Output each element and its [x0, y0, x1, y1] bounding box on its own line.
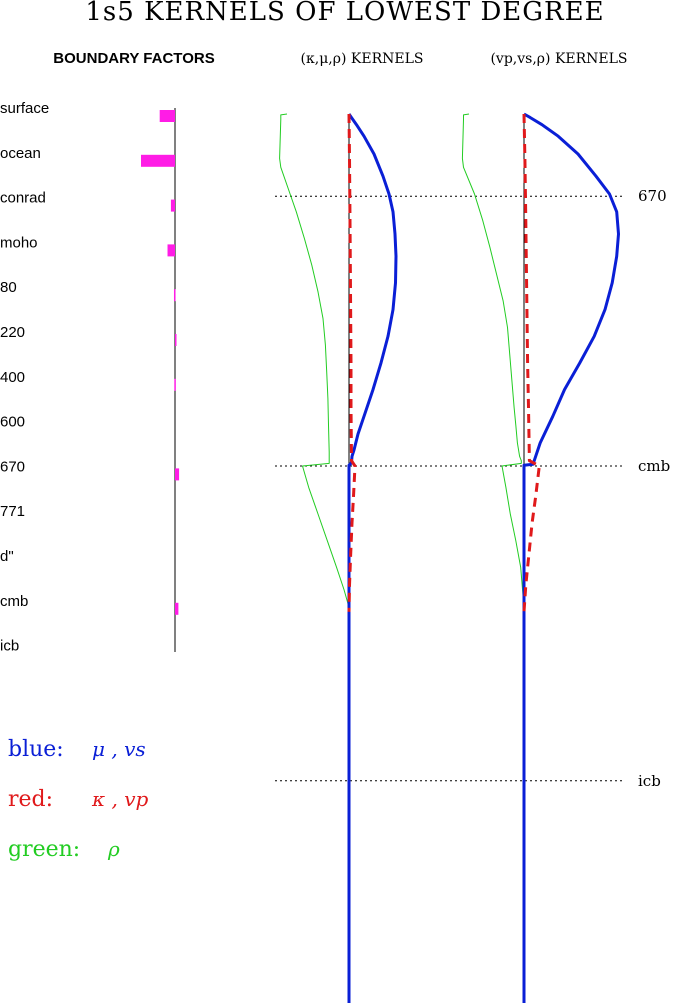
- boundary-bar: [175, 468, 180, 481]
- boundary-label: 771: [0, 503, 25, 520]
- legend-red-vars: κ , vp: [91, 787, 148, 811]
- boundary-bar: [173, 289, 176, 302]
- boundary-label: d": [0, 548, 14, 565]
- legend-green-label: green:: [8, 837, 80, 862]
- kernel-series-green: [461, 113, 525, 612]
- boundary-bar: [159, 110, 175, 122]
- boundary-label: conrad: [0, 190, 46, 207]
- boundary-label: 600: [0, 414, 25, 431]
- boundary-bar: [141, 154, 175, 167]
- kmr-kernel-plot: [279, 113, 398, 1003]
- boundary-bar: [174, 378, 176, 391]
- boundary-label: moho: [0, 234, 38, 251]
- boundary-label: 80: [0, 279, 17, 296]
- boundary-label: 400: [0, 369, 25, 386]
- figure-title: 1s5 KERNELS OF LOWEST DEGREE: [85, 0, 604, 27]
- kernel-series-red: [347, 113, 357, 612]
- boundary-label: surface: [0, 100, 49, 117]
- legend-blue-label: blue:: [8, 737, 64, 762]
- depth-marker-label: cmb: [638, 457, 670, 475]
- legend: blue: μ , vs red: κ , vp green: ρ: [8, 737, 148, 862]
- kernel-series-blue: [347, 113, 398, 1003]
- boundary-label: 220: [0, 324, 25, 341]
- legend-green-vars: ρ: [107, 837, 120, 861]
- boundary-label: cmb: [0, 593, 28, 610]
- vvr-kernels-header: (vp,vs,ρ) KERNELS: [490, 51, 627, 67]
- kernel-series-red: [522, 113, 541, 612]
- legend-blue-vars: μ , vs: [92, 737, 146, 761]
- boundary-bar: [175, 602, 179, 615]
- kernel-series-blue: [522, 112, 620, 1003]
- kmr-kernels-header: (κ,μ,ρ) KERNELS: [301, 51, 424, 67]
- boundary-bar: [175, 334, 177, 346]
- boundary-label: 670: [0, 458, 25, 475]
- vvr-kernel-plot: [461, 112, 620, 1003]
- boundary-label: ocean: [0, 145, 41, 162]
- boundary-label: icb: [0, 638, 19, 655]
- boundary-bar: [167, 244, 175, 257]
- kernel-series-green: [279, 113, 350, 612]
- depth-marker-label: icb: [638, 772, 661, 790]
- legend-red-label: red:: [8, 787, 53, 812]
- depth-markers: 670 cmb icb: [275, 187, 670, 790]
- boundary-factors-chart: surface ocean conrad moho 80 220 400 600 670 771 d…: [0, 100, 180, 655]
- boundary-bar: [170, 199, 175, 212]
- depth-marker-label: 670: [638, 187, 667, 205]
- boundary-factors-header: BOUNDARY FACTORS: [53, 50, 214, 67]
